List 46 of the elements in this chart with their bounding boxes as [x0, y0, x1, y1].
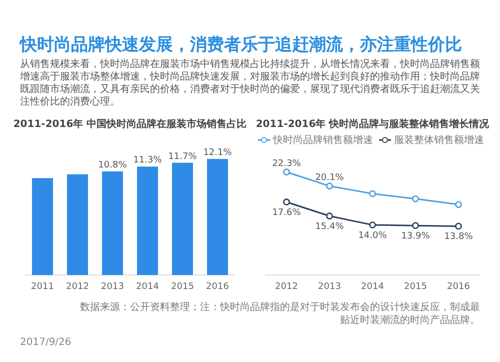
- point: [412, 195, 419, 202]
- bar: [172, 162, 193, 275]
- chart-title: 2011-2016年 快时尚品牌与服装整体销售增长情况: [256, 118, 490, 130]
- x-tick-label: 2013: [101, 282, 124, 292]
- x-tick-label: 2012: [66, 282, 89, 292]
- bar: [67, 174, 88, 275]
- point: [455, 201, 462, 208]
- data-label: 15.4%: [315, 222, 344, 232]
- point: [369, 190, 376, 198]
- chart-title: 2011-2016年 中国快时尚品牌在服装市场销售占比: [13, 118, 247, 130]
- bar: [102, 171, 123, 275]
- point: [326, 212, 333, 220]
- source-note: 数据来源：公开资料整理；注：快时尚品牌指的是对于时装发布会的设计快速反应，制成最贴近时装潮流的时尚产品品牌。: [80, 301, 480, 326]
- text: 从销售规模来看，快时尚品牌在服装市场中销售规模占比持续提升，从增长情况来看，快时尚品牌销售额增速高于服装市场整体增速，快时尚品牌快速发展，对服装市场的增长起到良好的推动作用；快时尚品牌既跟随市场潮流，又具有亲民的价格，消费者对于快时尚的偏爱，展现了现代消费者既乐于追赶潮流又关注性价比的消费心理。: [19, 58, 480, 108]
- data-label: 20.1%: [315, 173, 344, 184]
- point: [326, 182, 333, 190]
- point: [412, 222, 419, 230]
- data-label: 13.8%: [444, 232, 474, 242]
- point: [369, 221, 376, 228]
- x-tick-label: 2016: [447, 282, 470, 292]
- bar: [137, 166, 158, 275]
- x-tick-label: 2011: [31, 282, 54, 292]
- data-label: 12.1%: [203, 148, 232, 158]
- bar: [32, 178, 53, 275]
- text: 2017/9/26: [20, 337, 72, 348]
- bar: [207, 158, 228, 275]
- point: [283, 168, 290, 176]
- point: [283, 198, 290, 206]
- legend-label: 服装整体销售额增速: [394, 134, 484, 146]
- x-tick-label: 2014: [136, 282, 160, 292]
- point: [455, 222, 462, 230]
- data-label: 22.3%: [272, 159, 302, 169]
- x-tick-label: 2015: [171, 282, 194, 292]
- data-label: 11.3%: [133, 156, 162, 166]
- x-tick-label: 2013: [318, 282, 341, 292]
- legend-label: 快时尚品牌销售额增速: [272, 134, 373, 146]
- data-label: 11.7%: [168, 152, 198, 162]
- data-label: 13.9%: [401, 232, 430, 242]
- x-tick-label: 2016: [206, 282, 230, 292]
- x-tick-label: 2012: [275, 282, 298, 292]
- data-label: 14.0%: [358, 230, 388, 241]
- data-label: 17.6%: [272, 208, 302, 218]
- data-label: 10.8%: [98, 160, 128, 170]
- x-tick-label: 2015: [404, 282, 427, 292]
- text: 快时尚品牌快速发展，消费者乐于追赶潮流，亦注重性价比: [19, 35, 462, 55]
- x-tick-label: 2014: [361, 282, 384, 292]
